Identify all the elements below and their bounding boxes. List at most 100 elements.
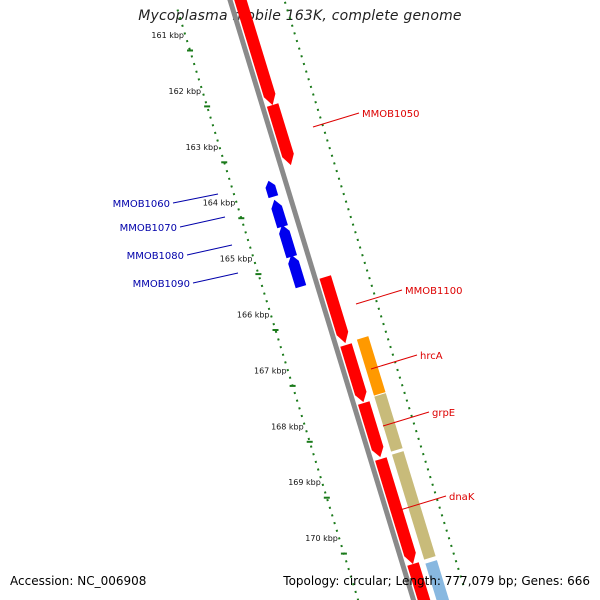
left-tick-48 bbox=[288, 376, 292, 379]
left-tick-5 bbox=[188, 47, 191, 51]
left-scale-ticks bbox=[176, 9, 360, 600]
right-tick-16 bbox=[314, 100, 317, 104]
right-tick-70 bbox=[440, 514, 444, 517]
left-tick-43 bbox=[277, 338, 280, 341]
cds-forward-downstream-box bbox=[407, 562, 431, 600]
right-tick-46 bbox=[384, 330, 388, 333]
right-tick-12 bbox=[305, 70, 308, 73]
left-tick-41 bbox=[272, 322, 275, 326]
right-tick-41 bbox=[372, 292, 376, 295]
left-tick-13 bbox=[206, 108, 210, 112]
left-tick-19 bbox=[220, 154, 224, 158]
map-title: Mycoplasma mobile 163K, complete genome bbox=[138, 8, 462, 24]
right-tick-79 bbox=[461, 582, 465, 586]
left-tick-74 bbox=[349, 575, 353, 578]
right-tick-9 bbox=[298, 47, 301, 50]
cds-forward-MMOB1100-arrow bbox=[319, 275, 349, 344]
left-tick-4 bbox=[185, 39, 189, 43]
left-tick-25 bbox=[235, 200, 238, 204]
left-tick-31 bbox=[249, 246, 252, 249]
gene-leader-line-MMOB1090 bbox=[192, 272, 239, 284]
cds-reverse-MMOB1090-arrow bbox=[288, 254, 307, 289]
left-tick-6 bbox=[190, 55, 194, 58]
left-tick-70 bbox=[340, 544, 343, 548]
gene-feature-downstream-box bbox=[425, 560, 450, 600]
right-tick-11 bbox=[302, 62, 306, 66]
right-tick-29 bbox=[344, 200, 348, 203]
right-tick-23 bbox=[330, 154, 334, 157]
left-tick-16 bbox=[213, 131, 217, 135]
right-tick-6 bbox=[290, 24, 294, 27]
right-tick-75 bbox=[452, 552, 455, 555]
left-tick-18 bbox=[218, 146, 222, 150]
right-tick-78 bbox=[459, 575, 462, 578]
right-tick-71 bbox=[443, 521, 446, 525]
left-tick-8 bbox=[195, 70, 198, 73]
right-tick-21 bbox=[326, 139, 329, 142]
right-tick-61 bbox=[419, 445, 423, 448]
right-tick-14 bbox=[309, 85, 313, 89]
left-tick-28 bbox=[242, 223, 245, 226]
gene-leader-line-dnaK bbox=[399, 495, 447, 511]
left-tick-63 bbox=[323, 491, 327, 494]
right-tick-33 bbox=[354, 231, 357, 234]
left-tick-20 bbox=[223, 162, 226, 165]
gene-label-MMOB1080: MMOB1080 bbox=[127, 251, 184, 262]
left-tick-46 bbox=[284, 361, 287, 364]
cds-forward-grpE-arrow bbox=[358, 401, 384, 458]
left-tick-40 bbox=[270, 315, 273, 318]
accession-text: Accession: NC_006908 bbox=[10, 574, 147, 588]
right-tick-18 bbox=[319, 116, 322, 119]
left-tick-61 bbox=[319, 475, 322, 479]
right-tick-55 bbox=[405, 399, 409, 402]
cds-forward-hrcA-arrow bbox=[340, 343, 367, 403]
left-tick-72 bbox=[345, 560, 348, 563]
gene-label-dnaK: dnaK bbox=[449, 492, 475, 503]
right-tick-44 bbox=[379, 315, 383, 318]
cds-forward-upstream-arrow bbox=[234, 0, 276, 106]
right-tick-64 bbox=[426, 468, 430, 471]
left-tick-24 bbox=[232, 192, 236, 196]
right-tick-32 bbox=[351, 223, 355, 226]
left-tick-47 bbox=[286, 368, 290, 372]
gene-feature-hrcA-box bbox=[356, 336, 386, 396]
right-tick-35 bbox=[358, 246, 362, 249]
left-tick-10 bbox=[199, 85, 203, 89]
right-tick-19 bbox=[321, 123, 324, 127]
cds-forward-dnaK-arrow bbox=[375, 457, 416, 565]
scale-label-163: 163 kbp bbox=[186, 143, 219, 152]
gene-label-MMOB1070: MMOB1070 bbox=[120, 223, 177, 234]
right-tick-43 bbox=[377, 307, 381, 311]
gene-leader-line-MMOB1100 bbox=[355, 289, 403, 305]
left-tick-23 bbox=[230, 185, 233, 188]
left-tick-65 bbox=[328, 506, 332, 510]
scale-labels: 161 kbp 162 kbp 163 kbp 164 kbp 165 kbp 166 k… bbox=[151, 31, 347, 555]
left-tick-37 bbox=[263, 292, 266, 295]
left-tick-73 bbox=[347, 567, 350, 571]
left-tick-56 bbox=[307, 437, 311, 441]
right-tick-45 bbox=[382, 322, 385, 326]
right-tick-69 bbox=[438, 506, 441, 509]
right-tick-52 bbox=[398, 376, 402, 379]
right-tick-30 bbox=[347, 208, 350, 211]
gene-labels: MMOB1050 MMOB1060 MMOB1070 MMOB1080 MMOB1090… bbox=[113, 109, 475, 511]
right-tick-63 bbox=[424, 460, 427, 464]
gene-label-MMOB1100: MMOB1100 bbox=[405, 286, 462, 297]
left-tick-50 bbox=[293, 391, 297, 395]
left-tick-75 bbox=[352, 583, 355, 586]
right-tick-50 bbox=[393, 361, 397, 364]
right-tick-37 bbox=[363, 261, 367, 265]
right-tick-13 bbox=[307, 77, 310, 81]
gene-leader-line-MMOB1080 bbox=[186, 244, 233, 256]
right-tick-60 bbox=[417, 437, 420, 441]
gene-label-hrcA: hrcA bbox=[420, 351, 443, 362]
right-tick-4 bbox=[286, 9, 289, 12]
scale-label-164: 164 kbp bbox=[203, 199, 236, 208]
right-tick-68 bbox=[436, 498, 439, 502]
gene-leader-line-MMOB1070 bbox=[179, 216, 226, 228]
gene-label-grpE: grpE bbox=[432, 408, 455, 419]
left-tick-36 bbox=[260, 284, 264, 288]
cds-reverse-MMOB1080-arrow bbox=[279, 224, 297, 259]
right-tick-26 bbox=[337, 177, 341, 180]
